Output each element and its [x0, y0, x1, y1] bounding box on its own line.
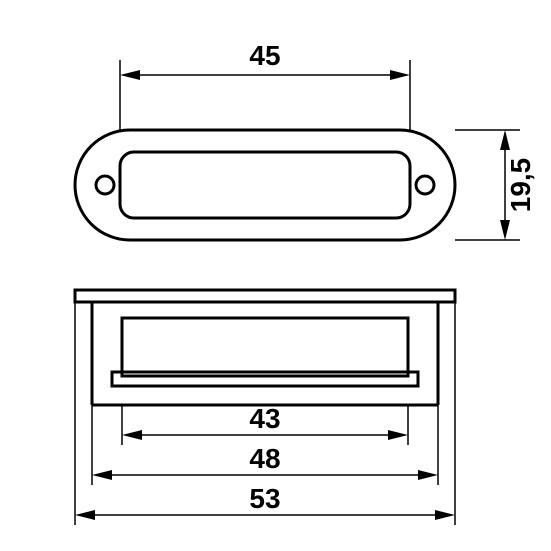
- dim-53-label: 53: [249, 483, 280, 514]
- front-view: [75, 290, 455, 405]
- top-view: [75, 130, 455, 240]
- dim-45-label: 45: [249, 40, 280, 71]
- dimension-45: 45: [120, 40, 410, 130]
- dim-43-label: 43: [249, 403, 280, 434]
- dim-48-label: 48: [249, 443, 280, 474]
- technical-drawing: 45 19,5: [0, 0, 551, 551]
- dimension-19-5: 19,5: [455, 130, 536, 240]
- dimension-43: 43: [122, 403, 408, 445]
- dim-195-label: 19,5: [505, 158, 536, 213]
